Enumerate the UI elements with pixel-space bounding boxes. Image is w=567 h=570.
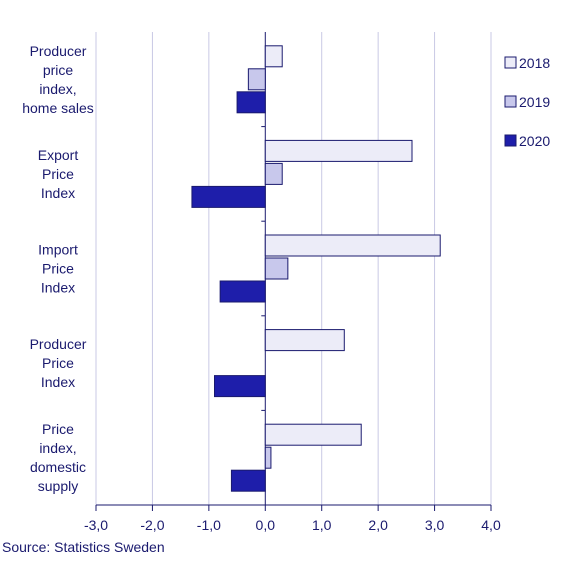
x-tick-label: 1,0 [312,517,332,533]
x-tick-label: 2,0 [368,517,388,533]
category-label: Producer [30,336,87,352]
x-tick-label: -1,0 [197,517,221,533]
bar-2019 [247,68,266,91]
legend-label: 2019 [519,94,550,110]
legend-swatch [504,95,517,108]
category-label: Price [42,421,74,437]
x-tick-label: 4,0 [481,517,501,533]
legend-swatch [504,134,517,147]
category-label: domestic [30,459,86,475]
category-label: Price [42,166,74,182]
legend-label: 2018 [519,55,550,71]
bar-2020 [219,280,266,303]
bar-2019 [264,162,283,185]
x-tick-label: 0,0 [256,517,276,533]
bar-2018 [264,423,362,446]
bar-2020 [236,91,266,114]
category-label: index, [39,81,76,97]
category-label: Index [41,280,75,296]
bar-2018 [264,234,441,257]
legend-label: 2020 [519,133,550,149]
category-label: Price [42,261,74,277]
category-label: Index [41,374,75,390]
category-label: home sales [22,100,94,116]
source-note: Source: Statistics Sweden [2,539,165,555]
bar-2018 [264,139,413,162]
bar-2020 [230,469,266,492]
category-label: Index [41,185,75,201]
category-label: Import [38,242,78,258]
category-label: Price [42,355,74,371]
bar-2018 [264,329,345,352]
bar-2019 [264,446,272,469]
x-tick-label: -3,0 [84,517,108,533]
bar-2020 [214,375,266,398]
bar-2018 [264,45,283,68]
bar-2019 [264,257,289,280]
bar-2020 [191,185,266,208]
category-label: supply [38,478,78,494]
category-label: Export [38,147,79,163]
x-tick-label: -2,0 [140,517,164,533]
x-tick-label: 3,0 [425,517,445,533]
category-label: index, [39,440,76,456]
category-label: Producer [30,43,87,59]
legend-swatch [504,56,517,69]
category-label: price [43,62,74,78]
